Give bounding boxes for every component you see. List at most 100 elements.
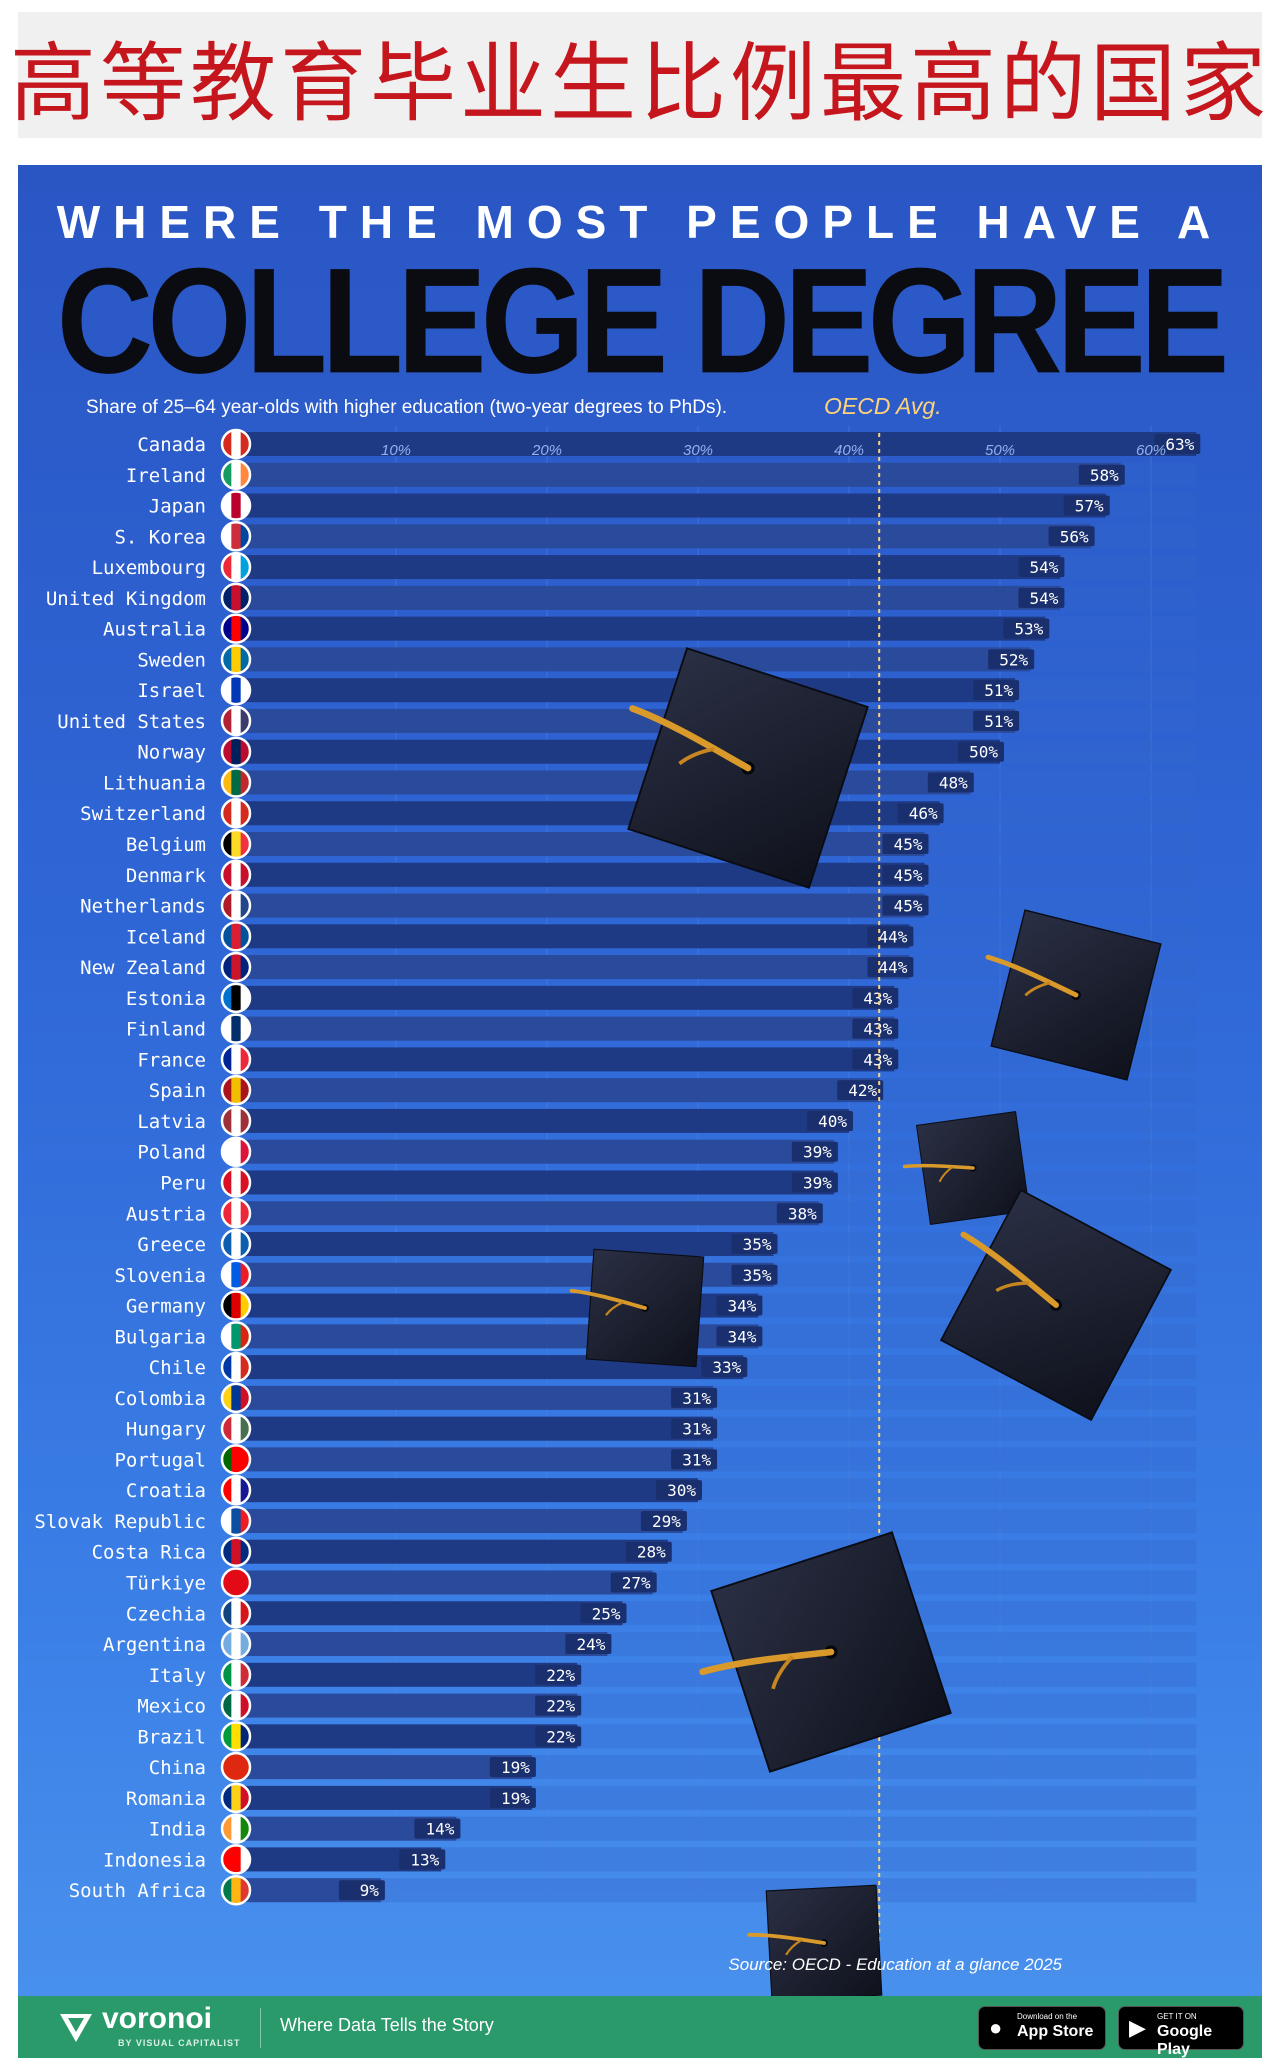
flag-band [231, 922, 242, 951]
kicker-text: WHERE THE MOST PEOPLE HAVE A [56, 196, 1224, 248]
flag-ring [220, 1074, 252, 1106]
bar [245, 893, 925, 918]
bar [245, 1201, 819, 1226]
google-play-small-text: GET IT ON [1157, 2012, 1197, 2021]
flag-band [231, 1322, 242, 1351]
flag-icon [222, 1845, 250, 1874]
country-row: 22% Mexico [137, 1690, 1197, 1721]
app-store-badge[interactable]: ● Download on the App Store [978, 2006, 1106, 2050]
value-label: 45% [894, 835, 923, 854]
flag-band [240, 1814, 250, 1843]
voronoi-logo-sub: BY VISUAL CAPITALIST [118, 2038, 241, 2048]
graduation-cap-icon [627, 647, 869, 889]
country-row: 30% Croatia [126, 1474, 1197, 1506]
graduation-cap-icon [569, 1248, 705, 1368]
value-label-box [535, 1726, 582, 1747]
flag-ring [220, 428, 252, 460]
value-label: 25% [592, 1604, 621, 1623]
flag-ring [220, 644, 252, 675]
country-label: Luxembourg [92, 557, 206, 579]
voronoi-logo: voronoi [102, 2002, 212, 2035]
flag-ring [220, 982, 252, 1014]
flag-ring [220, 736, 252, 767]
country-label: United States [57, 711, 206, 733]
flag-icon [222, 1660, 250, 1689]
flag-band [222, 1691, 232, 1720]
country-row: 22% Italy [149, 1659, 1197, 1691]
flag-band [231, 830, 242, 859]
value-label-box [671, 1387, 718, 1408]
flag-icon [222, 1045, 250, 1074]
value-label-box [852, 1049, 899, 1070]
country-label: New Zealand [80, 957, 206, 979]
flag-band [240, 1353, 250, 1382]
flag-band [231, 1722, 242, 1751]
value-label-box [1003, 618, 1050, 639]
country-row: 45% Denmark [126, 859, 1197, 891]
country-label: Czechia [126, 1603, 206, 1625]
flag-icon [222, 768, 250, 797]
country-row: 27% Türkiye [126, 1567, 1197, 1598]
value-label-box [1018, 587, 1065, 608]
flag-band [231, 737, 242, 766]
bar [245, 1232, 774, 1257]
value-label-box [716, 1326, 763, 1347]
flag-icon [222, 645, 250, 674]
value-label: 29% [652, 1512, 681, 1531]
value-label: 39% [803, 1143, 832, 1162]
flag-band [240, 1537, 250, 1566]
flag-band [231, 1814, 242, 1843]
flag-band [222, 706, 232, 735]
value-label-box [1078, 464, 1125, 485]
value-label-box [897, 803, 944, 824]
country-label: France [137, 1049, 206, 1071]
bar [245, 770, 970, 795]
flag-band [231, 706, 242, 735]
value-label-box [399, 1849, 446, 1870]
flag-icon [222, 1630, 250, 1659]
country-row: 19% Romania [126, 1782, 1197, 1814]
cap-tassel-strand [995, 1281, 1030, 1293]
value-label: 34% [727, 1297, 756, 1316]
flag-band [240, 1199, 250, 1228]
value-label-box [414, 1818, 461, 1839]
flag-band [222, 1814, 232, 1843]
flag-icon [222, 1783, 250, 1812]
country-row: 42% Spain [149, 1074, 1197, 1106]
country-label: Israel [137, 680, 206, 702]
flag-band [240, 1445, 250, 1474]
flag-band [222, 1414, 232, 1443]
country-label: Japan [149, 496, 206, 518]
bar [245, 493, 1106, 518]
x-tick-label: 60% [1136, 442, 1166, 459]
flag-band [231, 1199, 242, 1228]
flag-band [231, 1599, 242, 1628]
flag-band [240, 430, 250, 458]
flag-ring [220, 890, 252, 921]
value-label: 42% [848, 1081, 877, 1100]
flag-band [222, 676, 232, 705]
flag-band [231, 1630, 242, 1659]
flag-ring [220, 1474, 252, 1506]
value-label: 31% [682, 1420, 711, 1439]
flag-band [231, 1876, 242, 1905]
flag-icon [222, 1168, 250, 1197]
chinese-header: 高等教育毕业生比例最高的国家 [10, 12, 1266, 138]
flag-band [240, 1845, 250, 1874]
country-label: Estonia [126, 988, 206, 1010]
flag-ring [220, 1105, 252, 1137]
bar [245, 1601, 623, 1626]
flag-icon [222, 1722, 250, 1751]
google-play-badge[interactable]: ▶ GET IT ON Google Play [1118, 2006, 1244, 2058]
bar [245, 708, 1016, 733]
bar [245, 1385, 714, 1410]
bar [245, 1447, 714, 1472]
flag-icon [222, 1106, 250, 1135]
flag-icon [222, 1414, 250, 1443]
flag-ring [220, 1044, 252, 1075]
country-row: 31% Colombia [114, 1382, 1197, 1414]
country-label: Chile [149, 1357, 206, 1379]
flag-band [240, 1691, 250, 1720]
flag-band [222, 430, 232, 458]
country-row: 53% Australia [103, 613, 1197, 644]
